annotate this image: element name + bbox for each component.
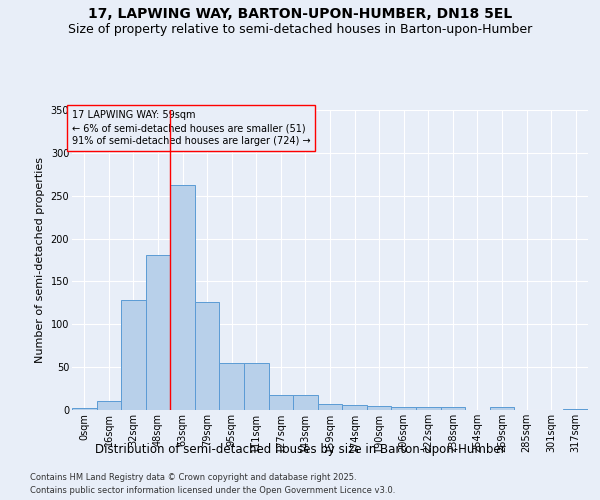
Bar xyxy=(97,402,121,410)
Bar xyxy=(440,408,465,410)
Bar xyxy=(367,406,391,410)
Bar xyxy=(170,186,195,410)
Bar xyxy=(195,302,220,410)
Bar xyxy=(269,394,293,410)
Bar xyxy=(244,363,269,410)
Bar xyxy=(563,409,588,410)
Bar xyxy=(318,404,342,410)
Bar xyxy=(121,300,146,410)
Y-axis label: Number of semi-detached properties: Number of semi-detached properties xyxy=(35,157,45,363)
Bar xyxy=(146,255,170,410)
Text: 17 LAPWING WAY: 59sqm
← 6% of semi-detached houses are smaller (51)
91% of semi-: 17 LAPWING WAY: 59sqm ← 6% of semi-detac… xyxy=(72,110,311,146)
Text: Distribution of semi-detached houses by size in Barton-upon-Humber: Distribution of semi-detached houses by … xyxy=(95,442,505,456)
Bar xyxy=(490,408,514,410)
Bar xyxy=(220,363,244,410)
Bar xyxy=(342,405,367,410)
Text: Contains HM Land Registry data © Crown copyright and database right 2025.
Contai: Contains HM Land Registry data © Crown c… xyxy=(30,474,395,495)
Bar xyxy=(416,408,440,410)
Text: 17, LAPWING WAY, BARTON-UPON-HUMBER, DN18 5EL: 17, LAPWING WAY, BARTON-UPON-HUMBER, DN1… xyxy=(88,8,512,22)
Bar xyxy=(391,406,416,410)
Bar xyxy=(293,394,318,410)
Bar xyxy=(72,408,97,410)
Text: Size of property relative to semi-detached houses in Barton-upon-Humber: Size of property relative to semi-detach… xyxy=(68,22,532,36)
